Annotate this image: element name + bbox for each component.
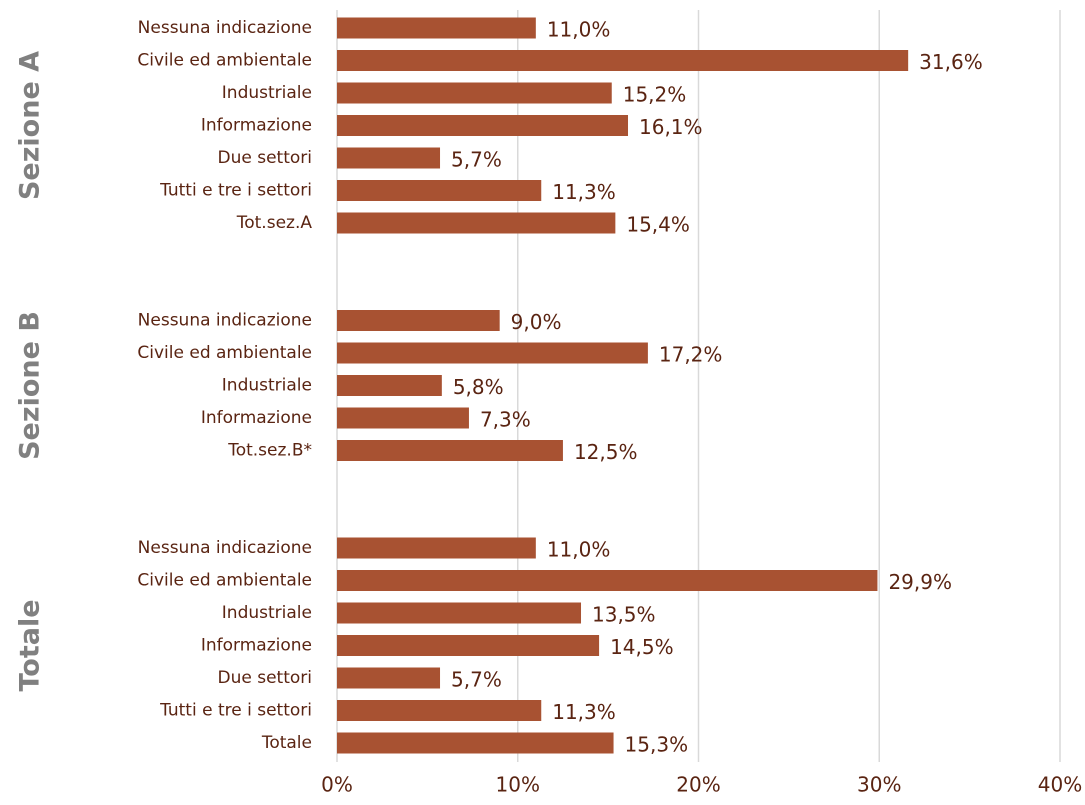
value-label: 17,2% [659,343,723,367]
category-label: Informazione [201,636,312,656]
value-label: 11,0% [547,538,611,562]
value-label: 31,6% [919,50,983,74]
category-label: Nessuna indicazione [138,311,312,331]
category-label: Civile ed ambientale [137,51,312,71]
value-label: 15,2% [623,83,687,107]
bar [337,212,616,234]
value-label: 9,0% [511,310,562,334]
category-label: Tot.sez.B* [227,441,312,461]
x-tick-label: 0% [321,773,353,797]
x-tick-label: 20% [676,773,720,797]
x-tick-label: 40% [1038,773,1082,797]
bar [337,375,442,396]
value-label: 11,3% [552,700,616,724]
bar [337,342,648,364]
value-label: 7,3% [480,408,531,432]
category-label: Civile ed ambientale [137,343,312,363]
bar [337,602,582,624]
bar [337,115,629,136]
category-label: Due settori [218,148,313,168]
bar [337,732,614,754]
category-label: Tutti e tre i settori [159,181,312,201]
category-label: Informazione [201,408,312,428]
bar [337,667,441,689]
category-label: Nessuna indicazione [138,18,312,38]
value-label: 29,9% [888,570,952,594]
category-label: Industriale [222,83,312,103]
value-label: 13,5% [592,603,656,627]
category-label: Due settori [218,668,313,688]
group-label: Sezione A [15,51,46,200]
category-label: Industriale [222,603,312,623]
value-label: 5,7% [451,148,502,172]
bar [337,17,536,39]
bar [337,180,542,201]
category-label: Tot.sez.A [236,213,313,233]
value-label: 15,4% [626,213,690,237]
category-label: Informazione [201,116,312,136]
value-label: 12,5% [574,440,638,464]
value-label: 11,3% [552,180,616,204]
bar [337,440,563,461]
bar [337,82,612,104]
group-label: Totale [15,599,46,691]
group-label: Sezione B [15,311,46,460]
category-label: Tutti e tre i settori [159,701,312,721]
bar [337,570,878,591]
bar [337,635,600,656]
category-label: Totale [261,733,312,753]
bar [337,537,536,559]
bar [337,147,441,169]
bar [337,407,469,429]
category-label: Industriale [222,376,312,396]
bar [337,310,500,331]
x-tick-label: 10% [496,773,540,797]
bar [337,50,909,71]
value-label: 5,7% [451,668,502,692]
category-label: Nessuna indicazione [138,538,312,558]
value-label: 15,3% [625,733,689,757]
value-label: 14,5% [610,635,674,659]
value-label: 5,8% [453,375,504,399]
bar [337,700,542,721]
category-label: Civile ed ambientale [137,571,312,591]
value-label: 16,1% [639,115,703,139]
value-label: 11,0% [547,18,611,42]
x-tick-label: 30% [857,773,901,797]
